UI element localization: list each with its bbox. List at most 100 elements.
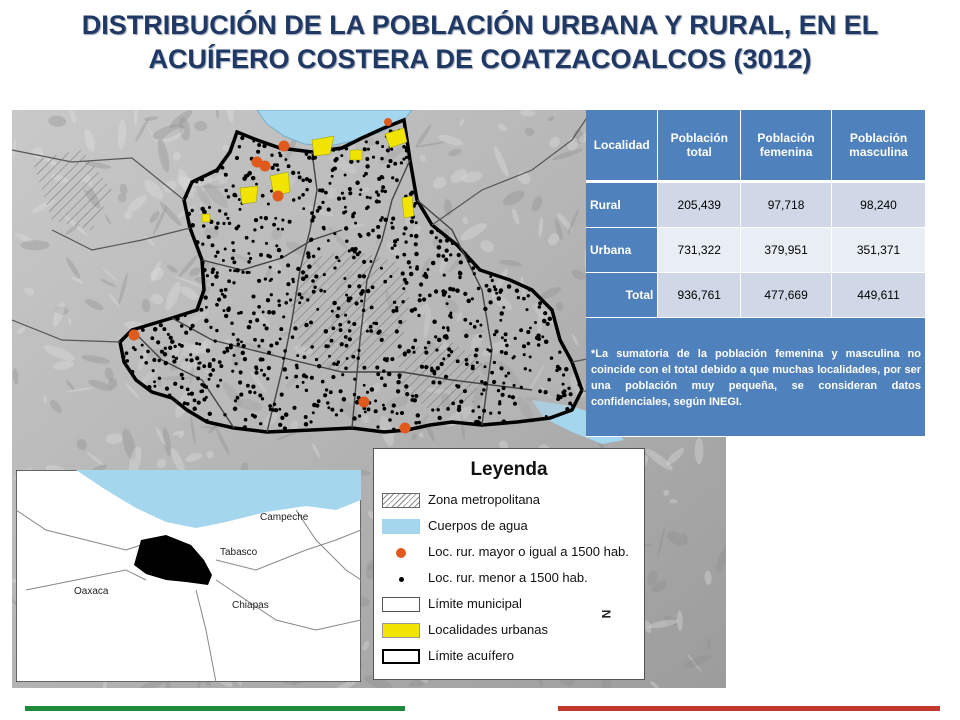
table-row: Urbana 731,322 379,951 351,371 [586,227,926,273]
small-rural-dot [409,308,415,313]
small-rural-dot [206,234,211,240]
small-rural-dot [396,238,400,242]
small-rural-dot [336,306,341,311]
small-rural-dot [408,265,412,269]
terrain-speckle [684,654,712,668]
terrain-speckle [339,399,361,422]
terrain-speckle [362,640,370,651]
terrain-speckle [345,223,366,230]
terrain-speckle [538,217,544,238]
small-rural-dot [278,422,283,428]
terrain-speckle [225,110,234,123]
terrain-speckle [567,208,579,235]
small-rural-dot [405,391,410,397]
small-rural-dot [251,239,255,243]
terrain-speckle [265,267,272,281]
small-rural-dot [344,366,348,371]
small-rural-dot [260,193,265,198]
small-rural-dot [313,285,317,290]
small-rural-dot [360,289,365,294]
terrain-speckle [250,371,267,394]
small-rural-dot [410,398,415,402]
terrain-speckle [456,311,463,322]
small-rural-dot [338,322,343,327]
small-rural-dot [301,192,305,197]
small-rural-dot [189,391,195,396]
terrain-speckle [124,382,140,400]
small-rural-dot [567,386,571,390]
small-rural-dot [181,376,185,381]
small-rural-dot [382,357,388,362]
small-rural-dot [503,338,507,343]
small-rural-dot [268,407,273,412]
small-rural-dot [513,336,517,341]
small-rural-dot [394,329,399,334]
small-rural-dot [457,404,462,409]
small-rural-dot [314,357,319,362]
small-rural-dot [487,288,492,293]
small-rural-dot [332,362,336,366]
small-rural-dot [270,165,275,170]
terrain-speckle [325,187,337,199]
small-rural-dot [547,377,551,382]
small-rural-dot [477,415,482,420]
small-rural-dot [418,293,422,297]
small-rural-dot [458,275,462,280]
small-rural-dot [282,315,286,319]
small-rural-dot [242,176,247,181]
terrain-speckle [163,180,177,193]
small-rural-dot [285,292,289,296]
small-rural-dot [376,224,381,230]
small-rural-dot [558,350,562,354]
small-rural-dot [379,376,384,380]
small-rural-dot [316,399,321,404]
small-rural-dot [373,409,378,414]
terrain-speckle [461,171,483,183]
small-rural-dot [369,260,373,263]
small-rural-dot [233,269,237,273]
small-rural-dot [358,193,362,196]
cell-femenina: 97,718 [740,181,833,228]
small-rural-dot [306,298,310,302]
small-rural-dot [512,401,518,406]
small-rural-dot [234,362,238,366]
small-rural-dot [496,296,502,301]
small-rural-dot [500,336,504,340]
small-rural-dot [302,207,306,210]
small-rural-dot [401,299,405,304]
small-rural-dot [369,329,373,333]
small-rural-dot [304,322,309,328]
small-rural-dot [447,347,452,352]
small-rural-dot [385,148,390,153]
header-localidad: Localidad [586,110,659,183]
small-rural-dot [286,164,291,169]
small-rural-dot [502,381,506,385]
terrain-speckle [43,395,47,404]
small-rural-dot [348,191,353,196]
small-rural-dot [482,388,486,392]
small-rural-dot [437,415,442,421]
terrain-speckle [497,123,507,132]
small-rural-dot [544,415,548,418]
municipal-swatch [382,597,420,612]
small-rural-dot [210,282,215,287]
small-rural-dot [274,216,278,220]
small-rural-dot [392,239,398,244]
small-rural-dot [259,216,263,220]
terrain-speckle [687,653,702,672]
small-rural-dot [139,355,144,359]
small-rural-dot [207,205,212,209]
small-rural-dot [195,356,200,361]
legend-label: Límite acuífero [428,648,514,663]
small-rural-dot [157,376,162,380]
terrain-speckle [81,355,110,364]
small-rural-dot [324,388,329,392]
small-rural-dot [235,395,240,400]
small-rural-dot [442,273,446,277]
terrain-speckle [286,241,312,257]
terrain-speckle [215,428,230,455]
terrain-speckle [420,257,432,279]
small-rural-dot [226,195,231,199]
small-rural-dot [207,362,212,366]
small-rural-dot [446,407,450,411]
